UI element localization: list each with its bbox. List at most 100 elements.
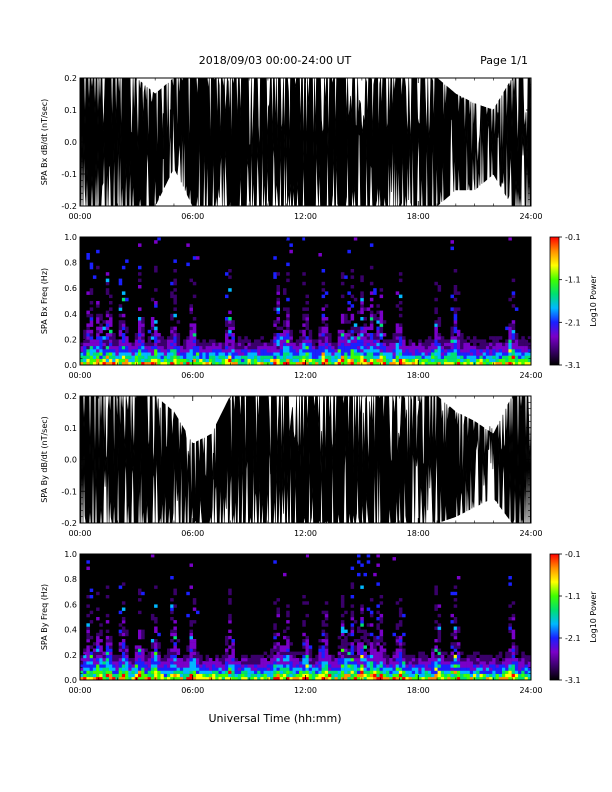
spectrogram-cell xyxy=(505,651,509,655)
spectrogram-cell xyxy=(440,661,445,665)
spectrogram-cell xyxy=(150,345,155,350)
spectrogram-cell xyxy=(186,661,190,665)
spectrogram-cell xyxy=(376,673,380,678)
spectrogram-cell xyxy=(479,349,483,353)
spectrogram-cell xyxy=(389,658,393,662)
spectrogram-cell xyxy=(408,342,413,347)
spectrogram-cell xyxy=(473,358,477,363)
spectrogram-cell xyxy=(450,620,454,624)
spectrogram-cell xyxy=(398,301,403,305)
spectrogram-cell xyxy=(276,645,280,649)
spectrogram-cell xyxy=(189,673,193,678)
spectrogram-cell xyxy=(373,664,377,668)
spectrogram-cell xyxy=(318,349,322,353)
spectrogram-cell xyxy=(163,670,168,674)
spectrogram-cell xyxy=(283,336,287,340)
spectrogram-cell xyxy=(473,352,477,356)
spectrogram-cell xyxy=(360,610,364,615)
spectrogram-cell xyxy=(402,339,406,343)
spectrogram-cell xyxy=(279,645,284,649)
spectrogram-cell xyxy=(305,651,309,655)
spectrogram-cell xyxy=(138,651,142,655)
spectrogram-cell xyxy=(360,358,364,363)
spectrogram-cell xyxy=(128,673,132,678)
spectrogram-cell xyxy=(373,651,377,655)
spectrogram-cell xyxy=(199,358,203,363)
spectrogram-cell xyxy=(138,591,142,596)
spectrogram-cell xyxy=(469,358,474,363)
spectrogram-cell xyxy=(521,661,525,665)
spectrogram-cell xyxy=(279,654,284,659)
spectrogram-cell xyxy=(305,654,309,659)
spectrogram-cell xyxy=(295,339,300,343)
spectrogram-cell xyxy=(192,281,197,286)
spectrogram-cell xyxy=(466,361,471,366)
spectrogram-cell xyxy=(134,661,139,665)
spectrogram-cell xyxy=(89,588,94,592)
spectrogram-cell xyxy=(305,349,309,353)
spectrogram-cell xyxy=(273,560,277,564)
spectrogram-cell xyxy=(205,358,210,363)
spectrogram-cell xyxy=(302,664,306,668)
spectrogram-cell xyxy=(250,667,255,671)
spectrogram-cell xyxy=(398,313,403,318)
spectrogram-cell xyxy=(208,667,213,671)
spectrogram-cell xyxy=(225,361,229,366)
spectrogram-cell xyxy=(337,329,342,334)
spectrogram-cell xyxy=(350,313,355,318)
spectrogram-cell xyxy=(141,648,145,652)
spectrogram-cell xyxy=(489,342,493,347)
spectrogram-cell xyxy=(276,642,280,646)
spectrogram-cell xyxy=(434,645,438,649)
spectrogram-cell xyxy=(141,326,145,331)
spectrogram-cell xyxy=(105,336,110,340)
spectrogram-cell xyxy=(460,658,464,662)
spectrogram-cell xyxy=(109,642,113,646)
spectrogram-cell xyxy=(299,355,303,359)
spectrogram-cell xyxy=(392,361,396,366)
x-tick-label: 06:00 xyxy=(181,371,204,380)
spectrogram-cell xyxy=(179,358,184,363)
spectrogram-cell xyxy=(360,642,364,646)
spectrogram-cell xyxy=(427,661,432,665)
spectrogram-cell xyxy=(521,345,525,350)
spectrogram-cell xyxy=(170,329,174,334)
spectrogram-cell xyxy=(508,576,512,580)
spectrogram-cell xyxy=(86,361,90,366)
spectrogram-cell xyxy=(479,345,483,350)
spectrogram-cell xyxy=(511,304,516,308)
spectrogram-cell xyxy=(331,361,335,366)
spectrogram-cell xyxy=(263,673,268,678)
spectrogram-cell xyxy=(485,654,490,659)
spectrogram-cell xyxy=(89,349,94,353)
spectrogram-cell xyxy=(160,339,164,343)
spectrogram-cell xyxy=(112,661,116,665)
spectrogram-cell xyxy=(514,307,519,311)
spectrogram-cell xyxy=(334,661,338,665)
spectrogram-cell xyxy=(105,355,110,359)
spectrogram-cell xyxy=(199,349,203,353)
spectrogram-cell xyxy=(440,658,445,662)
spectrogram-cell xyxy=(386,664,390,668)
spectrogram-cell xyxy=(260,345,264,350)
spectrogram-cell xyxy=(163,342,168,347)
spectrogram-cell xyxy=(218,673,222,678)
spectrogram-cell xyxy=(398,345,403,350)
spectrogram-cell xyxy=(96,336,100,340)
spectrogram-cell xyxy=(134,673,139,678)
spectrogram-cell xyxy=(160,358,164,363)
spectrogram-cell xyxy=(469,355,474,359)
spectrogram-cell xyxy=(144,342,148,347)
spectrogram-cell xyxy=(476,349,480,353)
spectrogram-cell xyxy=(89,342,94,347)
spectrogram-cell xyxy=(357,345,361,350)
spectrogram-cell xyxy=(382,349,387,353)
spectrogram-cell xyxy=(173,664,177,668)
spectrogram-cell xyxy=(96,326,100,331)
spectrogram-cell xyxy=(270,676,274,681)
spectrogram-cell xyxy=(360,629,364,633)
spectrogram-cell xyxy=(328,358,332,363)
spectrogram-cell xyxy=(231,320,235,324)
spectrogram-cell xyxy=(360,635,364,640)
spectrogram-cell xyxy=(86,639,90,643)
